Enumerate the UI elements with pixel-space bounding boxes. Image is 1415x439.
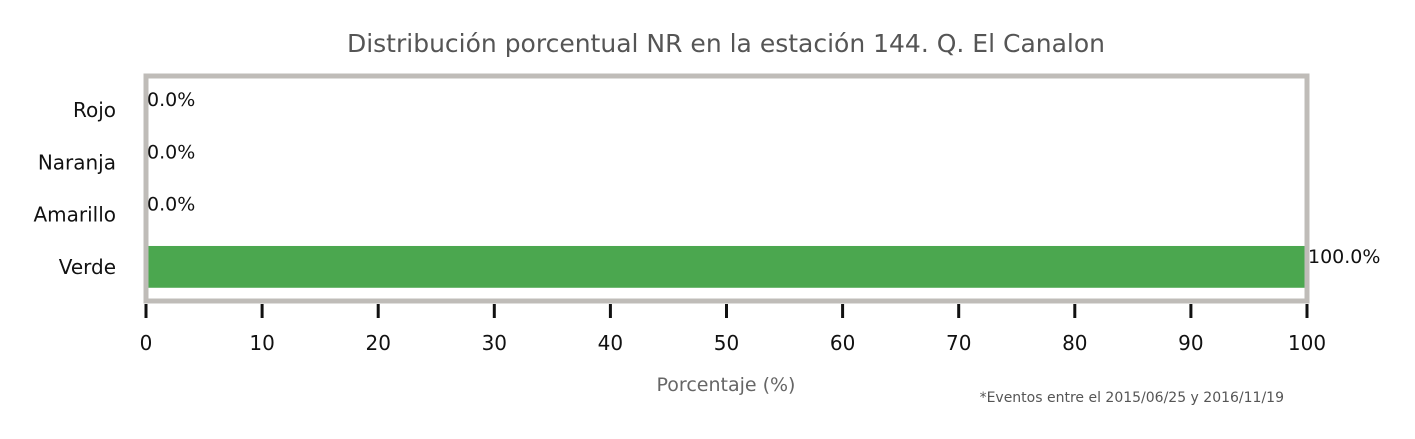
x-tick-label-30: 30 bbox=[482, 331, 507, 355]
data-label-naranja: 0.0% bbox=[147, 141, 195, 163]
x-axis: 0 10 20 30 40 50 60 70 80 90 100 bbox=[140, 304, 1326, 355]
bars-layer bbox=[146, 245, 1307, 288]
x-tick-label-10: 10 bbox=[249, 331, 274, 355]
x-tick-label-70: 70 bbox=[946, 331, 971, 355]
data-label-amarillo: 0.0% bbox=[147, 194, 195, 216]
x-tick-label-20: 20 bbox=[365, 331, 390, 355]
x-tick-label-50: 50 bbox=[714, 331, 739, 355]
plot-frame bbox=[143, 73, 1310, 304]
x-axis-label: Porcentaje (%) bbox=[657, 374, 796, 396]
category-label-amarillo: Amarillo bbox=[33, 203, 116, 227]
chart-title: Distribución porcentual NR en la estació… bbox=[347, 29, 1105, 58]
x-tick-label-90: 90 bbox=[1178, 331, 1203, 355]
x-tick-label-0: 0 bbox=[140, 331, 153, 355]
x-tick-label-80: 80 bbox=[1062, 331, 1087, 355]
data-labels: 0.0% 0.0% 0.0% 100.0% bbox=[147, 89, 1380, 268]
data-label-rojo: 0.0% bbox=[147, 89, 195, 111]
category-label-verde: Verde bbox=[59, 255, 116, 279]
category-label-naranja: Naranja bbox=[38, 150, 116, 174]
bar-verde bbox=[146, 245, 1307, 288]
category-labels: Rojo Naranja Amarillo Verde bbox=[33, 98, 116, 279]
x-tick-label-60: 60 bbox=[830, 331, 855, 355]
footnote: *Eventos entre el 2015/06/25 y 2016/11/1… bbox=[980, 390, 1284, 406]
category-label-rojo: Rojo bbox=[73, 98, 116, 122]
data-label-verde: 100.0% bbox=[1308, 246, 1380, 268]
x-tick-label-40: 40 bbox=[598, 331, 623, 355]
x-tick-label-100: 100 bbox=[1288, 331, 1326, 355]
